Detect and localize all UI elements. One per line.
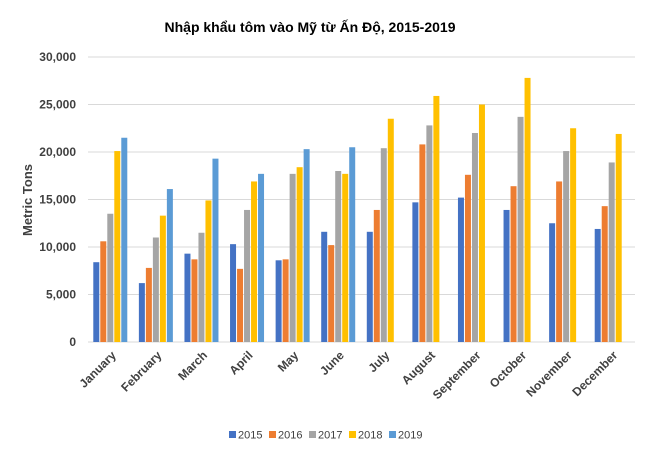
bar-2018-august: [433, 95, 440, 342]
x-tick-label: August: [399, 348, 438, 387]
x-tick-label: March: [175, 348, 210, 383]
y-axis-label: Metric Tons: [20, 164, 35, 236]
bar-2018-march: [205, 200, 212, 342]
bar-2019-may: [303, 149, 310, 342]
bar-2018-september: [478, 104, 485, 342]
bar-2016-march: [191, 259, 198, 342]
bar-2017-september: [471, 133, 478, 342]
legend-label: 2018: [358, 430, 382, 442]
bar-2016-september: [464, 174, 471, 342]
x-tick-label: January: [76, 348, 119, 391]
bar-2016-december: [601, 206, 608, 342]
bar-2016-november: [556, 181, 563, 342]
gridlines: [88, 56, 635, 343]
bar-2015-march: [184, 253, 191, 342]
bar-2019-june: [349, 147, 356, 342]
bar-2017-march: [198, 232, 205, 342]
bar-2016-april: [237, 268, 244, 342]
chart-title: Nhập khẩu tôm vào Mỹ từ Ấn Độ, 2015-2019: [165, 19, 456, 35]
x-tick-label: July: [366, 348, 393, 375]
bar-2017-december: [608, 162, 615, 342]
legend-swatch-2019: [389, 431, 396, 438]
bar-2015-november: [549, 223, 556, 342]
x-tick-label: February: [118, 348, 164, 394]
y-tick-label: 5,000: [46, 288, 76, 302]
y-tick-label: 20,000: [39, 145, 76, 159]
y-tick-label: 15,000: [39, 193, 76, 207]
legend-swatch-2017: [309, 431, 316, 438]
bar-2017-august: [426, 125, 433, 343]
bar-2015-june: [321, 231, 328, 342]
bar-2017-november: [563, 151, 570, 342]
bar-2019-january: [121, 137, 128, 342]
bars: [93, 77, 622, 343]
bar-2016-october: [510, 186, 517, 342]
bar-2018-december: [615, 133, 622, 342]
bar-2018-october: [524, 77, 531, 343]
bar-2016-june: [328, 245, 335, 342]
bar-2018-february: [159, 215, 166, 342]
y-tick-label: 25,000: [39, 98, 76, 112]
bar-2017-february: [152, 237, 159, 342]
bar-2015-april: [230, 244, 237, 342]
x-tick-label: November: [523, 348, 575, 400]
bar-2017-july: [380, 148, 387, 342]
x-tick-label: October: [487, 348, 530, 391]
bar-2017-april: [244, 209, 251, 342]
bar-2015-december: [594, 228, 601, 342]
bar-2016-february: [145, 267, 152, 342]
bar-2018-april: [251, 181, 258, 342]
bar-2018-july: [387, 118, 394, 342]
bar-2018-june: [342, 173, 349, 342]
legend-swatch-2016: [269, 431, 276, 438]
bar-2018-november: [570, 128, 577, 342]
bar-2016-january: [100, 241, 107, 342]
legend-label: 2019: [398, 430, 422, 442]
bar-2015-may: [275, 260, 282, 342]
legend: 2015 2016 2017 2018 2019: [229, 430, 422, 442]
legend-label: 2017: [318, 430, 342, 442]
bar-2015-july: [366, 231, 373, 342]
y-tick-label: 10,000: [39, 240, 76, 254]
bar-2019-february: [166, 189, 173, 342]
x-tick-labels: January February March April May June July Augu…: [76, 348, 620, 402]
x-tick-label: April: [226, 348, 255, 377]
x-tick-label: May: [275, 348, 302, 375]
y-tick-label: 0: [69, 335, 76, 349]
bar-2016-may: [282, 259, 289, 342]
x-tick-label: December: [569, 348, 620, 399]
legend-label: 2015: [238, 430, 262, 442]
bar-2015-september: [457, 197, 464, 342]
x-tick-label: September: [430, 348, 484, 402]
bar-2016-july: [373, 209, 380, 342]
bar-2015-january: [93, 262, 100, 342]
bar-2019-march: [212, 158, 219, 342]
bar-2018-january: [114, 151, 121, 342]
bar-2017-june: [335, 171, 342, 342]
bar-2019-april: [258, 173, 265, 342]
bar-2018-may: [296, 167, 303, 342]
x-tick-label: June: [317, 348, 347, 378]
legend-swatch-2018: [349, 431, 356, 438]
y-tick-label: 30,000: [39, 50, 76, 64]
bar-2017-january: [107, 213, 114, 342]
bar-2015-october: [503, 209, 510, 342]
y-tick-labels: 0 5,000 10,000 15,000 20,000 25,000 30,000: [39, 50, 76, 349]
legend-swatch-2015: [229, 431, 236, 438]
bar-2015-february: [138, 283, 145, 342]
bar-2016-august: [419, 144, 426, 342]
bar-2015-august: [412, 202, 419, 342]
bar-2017-october: [517, 116, 524, 342]
bar-2017-may: [289, 173, 296, 342]
legend-label: 2016: [278, 430, 302, 442]
